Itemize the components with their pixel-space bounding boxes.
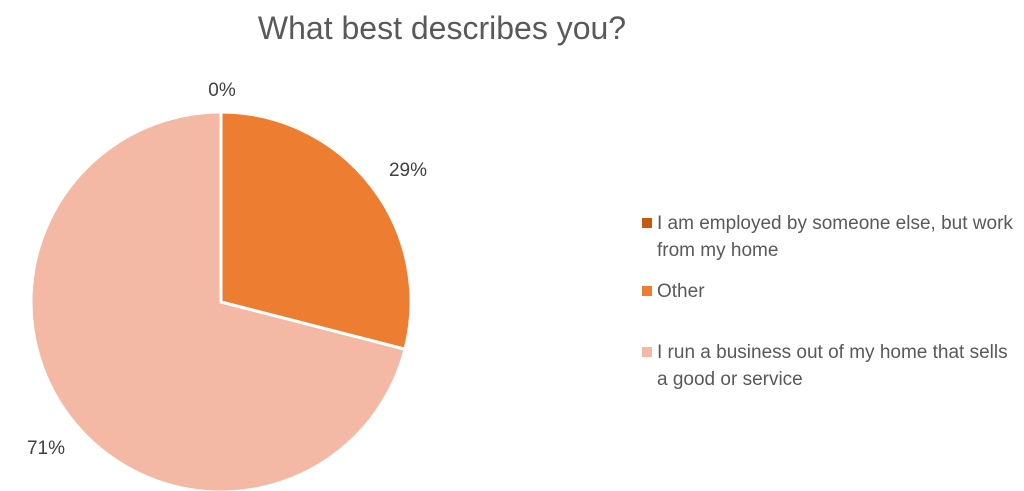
data-label-1: 29% xyxy=(389,160,427,181)
legend: I am employed by someone else, but work … xyxy=(642,210,1022,393)
legend-item-2: I run a business out of my home that sel… xyxy=(642,339,1022,393)
legend-item-1: Other xyxy=(642,278,1022,305)
legend-swatch-0 xyxy=(642,218,652,228)
pie-slice-1 xyxy=(219,110,413,351)
legend-label-1: Other xyxy=(657,281,705,302)
legend-item-0: I am employed by someone else, but work … xyxy=(642,210,1022,264)
data-label-2: 71% xyxy=(27,438,65,459)
pie-slice-2 xyxy=(29,110,407,491)
legend-label-2: I run a business out of my home that sel… xyxy=(657,342,1008,390)
data-label-0: 0% xyxy=(208,80,236,101)
chart-title: What best describes you? xyxy=(257,10,627,46)
legend-swatch-1 xyxy=(642,286,652,296)
legend-swatch-2 xyxy=(642,347,652,357)
legend-label-0: I am employed by someone else, but work … xyxy=(657,213,1013,261)
